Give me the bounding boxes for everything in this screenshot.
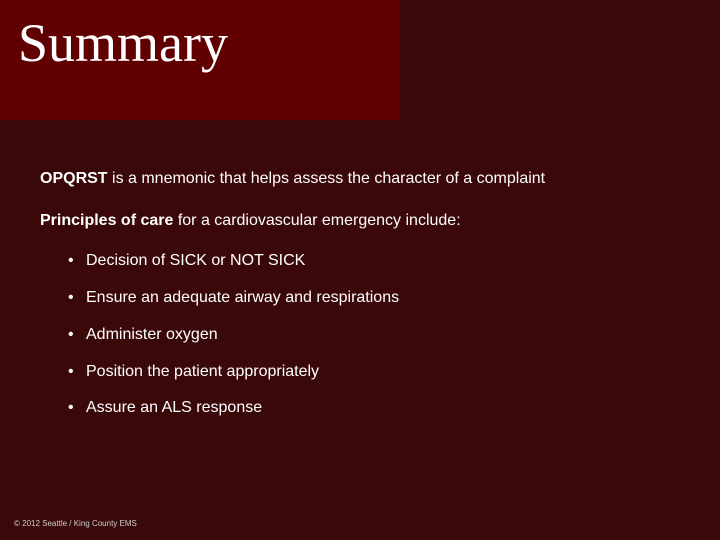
paragraph-principles: Principles of care for a cardiovascular … — [40, 210, 680, 232]
slide-title: Summary — [18, 12, 382, 74]
list-item: Position the patient appropriately — [68, 362, 680, 383]
list-item: Assure an ALS response — [68, 398, 680, 419]
title-box: Summary — [0, 0, 400, 120]
para1-rest: is a mnemonic that helps assess the char… — [108, 170, 546, 187]
list-item: Administer oxygen — [68, 325, 680, 346]
content-area: OPQRST is a mnemonic that helps assess t… — [40, 168, 680, 435]
paragraph-opqrst: OPQRST is a mnemonic that helps assess t… — [40, 168, 680, 190]
list-item: Decision of SICK or NOT SICK — [68, 251, 680, 272]
para2-rest: for a cardiovascular emergency include: — [173, 212, 460, 229]
list-item: Ensure an adequate airway and respiratio… — [68, 288, 680, 309]
para2-bold: Principles of care — [40, 212, 173, 229]
copyright-footer: © 2012 Seattle / King County EMS — [14, 519, 137, 528]
para1-bold: OPQRST — [40, 170, 108, 187]
bullet-list: Decision of SICK or NOT SICK Ensure an a… — [68, 251, 680, 419]
